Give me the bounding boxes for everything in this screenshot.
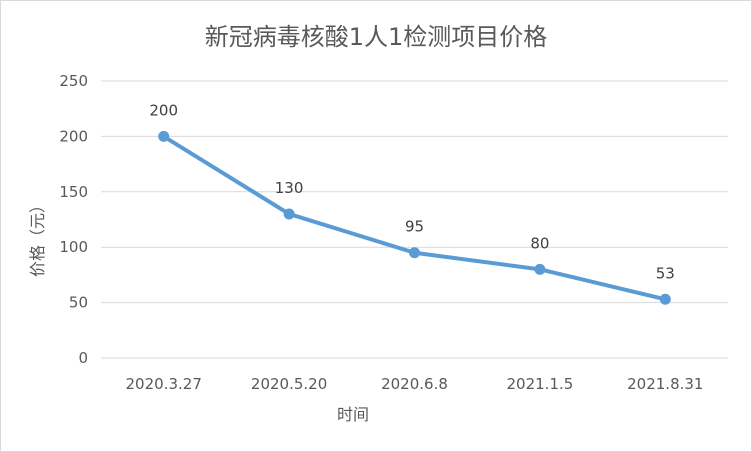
x-axis-title: 时间 (337, 405, 369, 424)
data-label: 200 (149, 101, 178, 119)
data-point (158, 130, 170, 142)
data-label: 95 (405, 218, 424, 236)
x-tick-label: 2021.8.31 (627, 375, 703, 393)
x-tick-label: 2020.6.8 (381, 375, 448, 393)
data-point (283, 208, 295, 220)
x-axis-ticks: 2020.3.27 2020.5.20 2020.6.8 2021.1.5 2021.8… (126, 375, 704, 393)
data-point (534, 263, 546, 275)
y-tick-label: 200 (59, 127, 88, 145)
series-line (158, 130, 671, 305)
data-labels: 200 130 95 80 53 (149, 101, 674, 282)
data-point (659, 293, 671, 305)
y-tick-label: 0 (78, 349, 88, 367)
data-label: 53 (656, 264, 675, 282)
gridlines (101, 80, 728, 359)
data-label: 80 (530, 234, 549, 252)
y-tick-label: 100 (59, 238, 88, 256)
x-tick-label: 2020.3.27 (126, 375, 202, 393)
y-axis-title: 价格（元） (28, 197, 47, 277)
data-label: 130 (275, 179, 304, 197)
y-tick-label: 50 (69, 294, 88, 312)
chart-title: 新冠病毒核酸1人1检测项目价格 (205, 23, 548, 51)
y-tick-label: 150 (59, 183, 88, 201)
y-tick-label: 250 (59, 72, 88, 90)
x-tick-label: 2020.5.20 (251, 375, 327, 393)
y-axis-ticks: 0 50 100 150 200 250 (59, 72, 88, 367)
x-tick-label: 2021.1.5 (507, 375, 574, 393)
data-point (409, 247, 420, 259)
